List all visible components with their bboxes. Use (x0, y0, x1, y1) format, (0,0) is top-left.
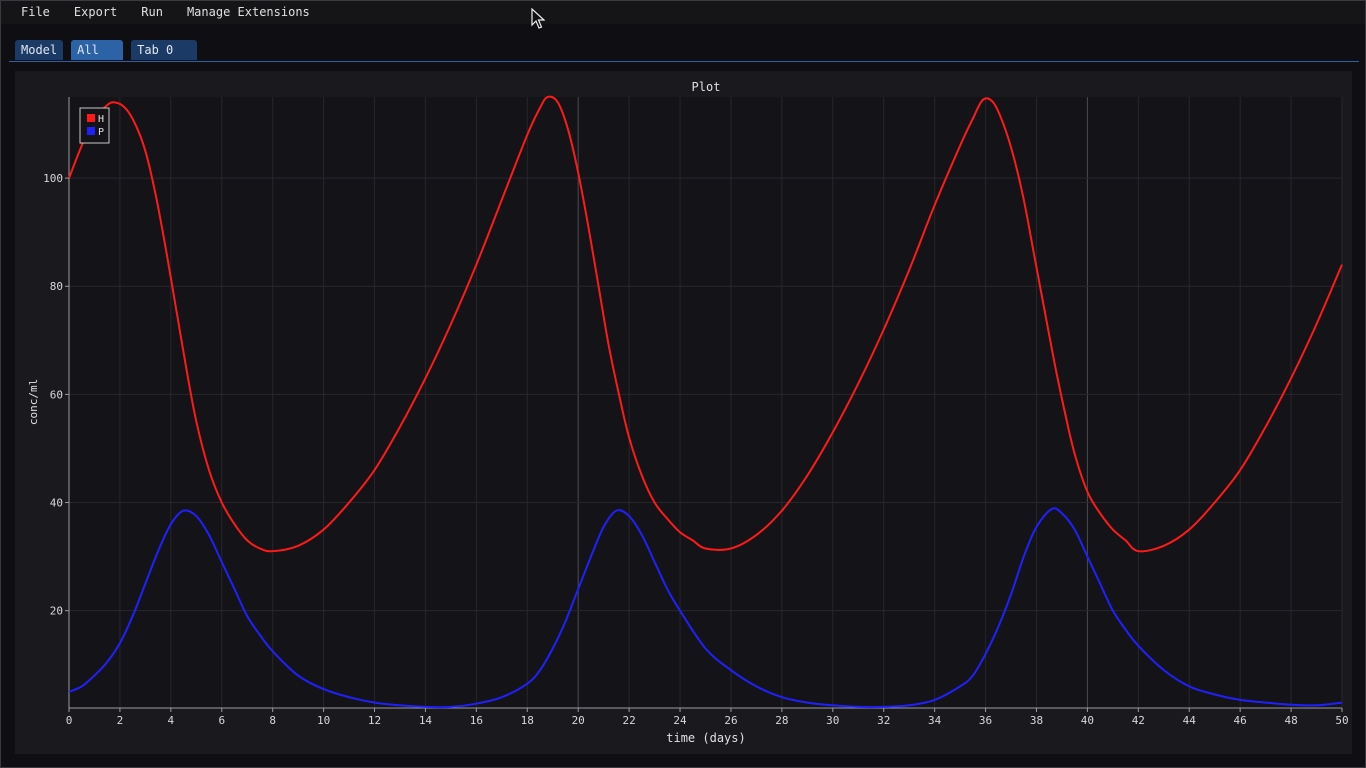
tab-underline (9, 61, 1359, 62)
x-tick-label: 42 (1132, 714, 1145, 727)
x-tick-label: 4 (168, 714, 175, 727)
tab-all[interactable]: All (71, 40, 124, 60)
x-tick-label: 10 (317, 714, 330, 727)
tab-tab-0[interactable]: Tab 0 (131, 40, 198, 60)
series-layer (68, 95, 1343, 709)
plot-panel[interactable]: Plot 0 2 4 6 8 10 12 14 16 18 20 22 24 26 28 30 32 34 36 38… (15, 71, 1352, 754)
y-tick-label: 60 (50, 388, 63, 401)
plot-area[interactable] (69, 97, 1342, 708)
x-tick-label: 48 (1284, 714, 1297, 727)
legend-label-p: P (98, 127, 104, 138)
x-tick-label: 12 (368, 714, 381, 727)
legend-box (79, 107, 110, 144)
x-tick-label: 22 (622, 714, 635, 727)
x-tick-label: 2 (117, 714, 124, 727)
legend-swatch-p (87, 127, 95, 135)
x-tick-label: 18 (521, 714, 534, 727)
y-tick-label: 20 (50, 605, 63, 618)
plot-chart[interactable]: Plot 0 2 4 6 8 10 12 14 16 18 20 22 24 26 28 30 32 34 36 38… (15, 71, 1352, 754)
x-tick-label: 6 (218, 714, 225, 727)
plot-title: Plot (692, 80, 721, 94)
menu-run[interactable]: Run (141, 5, 163, 19)
y-axis-label: conc/ml (27, 379, 40, 425)
x-tick-label: 26 (724, 714, 737, 727)
x-axis-label: time (days) (666, 731, 745, 745)
y-axis-ticks: 20 40 60 80 100 (43, 172, 69, 618)
x-tick-label: 8 (269, 714, 276, 727)
tab-model[interactable]: Model (15, 40, 64, 60)
legend-label-h: H (98, 114, 104, 125)
x-tick-label: 40 (1081, 714, 1094, 727)
x-tick-label: 20 (572, 714, 585, 727)
x-tick-label: 24 (673, 714, 687, 727)
x-tick-label: 16 (470, 714, 483, 727)
legend-swatch-h (87, 114, 95, 122)
menu-file[interactable]: File (21, 5, 50, 19)
x-tick-label: 44 (1183, 714, 1197, 727)
mouse-cursor-icon (531, 8, 545, 29)
menu-manage-extensions[interactable]: Manage Extensions (186, 5, 310, 19)
y-tick-label: 80 (50, 280, 63, 293)
menu-export[interactable]: Export (73, 5, 118, 19)
x-tick-label: 0 (66, 714, 73, 727)
y-tick-label: 100 (43, 172, 63, 185)
x-tick-label: 46 (1234, 714, 1247, 727)
x-tick-label: 38 (1030, 714, 1043, 727)
menu-bar: File Export Run Manage Extensions (1, 1, 1365, 24)
x-tick-label: 34 (928, 714, 942, 727)
series-line-p (68, 507, 1343, 709)
series-line-h (68, 95, 1343, 553)
x-tick-label: 14 (419, 714, 433, 727)
x-tick-label: 30 (826, 714, 839, 727)
x-tick-label: 50 (1335, 714, 1348, 727)
x-tick-label: 36 (979, 714, 992, 727)
x-tick-label: 32 (877, 714, 890, 727)
y-tick-label: 40 (50, 497, 63, 510)
legend[interactable]: H P (79, 107, 110, 144)
x-axis-ticks: 0 2 4 6 8 10 12 14 16 18 20 22 24 26 28 30 32 34 36 38 40 42 4… (66, 708, 1349, 727)
x-tick-label: 28 (775, 714, 788, 727)
tab-bar: Model All Tab 0 (15, 40, 198, 61)
plot-grid (68, 97, 1343, 709)
